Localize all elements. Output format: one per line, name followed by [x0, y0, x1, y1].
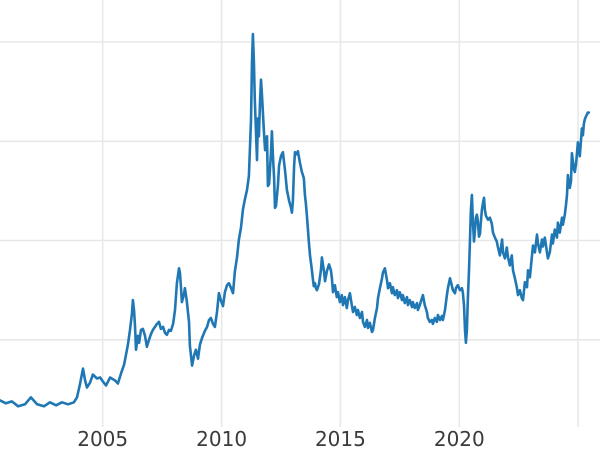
price-line-series	[0, 32, 591, 408]
x-axis-tick-labels: 2005 2010 2015 2020	[77, 427, 485, 450]
x-tick-label: 2005	[77, 427, 128, 450]
x-tick-label: 2020	[434, 427, 485, 450]
price-line	[0, 32, 591, 408]
x-tick-label: 2015	[315, 427, 366, 450]
vertical-gridlines	[101, 0, 579, 427]
horizontal-gridlines	[0, 41, 600, 341]
x-tick-label: 2010	[196, 427, 247, 450]
